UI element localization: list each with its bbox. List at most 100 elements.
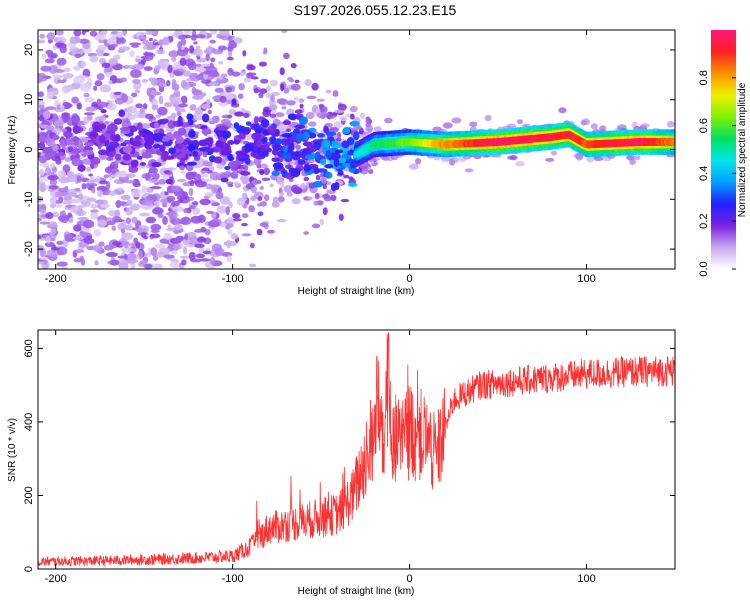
spectrogram-cell (279, 192, 284, 197)
spectrogram-cell (152, 143, 161, 149)
spectrogram-cell (170, 96, 182, 105)
spectrogram-cell (185, 244, 196, 248)
spectrogram-cell (165, 178, 174, 185)
spectrogram-cell (365, 125, 374, 132)
spectrogram-cell (253, 88, 260, 94)
spectrogram-cell (38, 134, 45, 143)
spectrogram-cell (100, 203, 111, 209)
spectrogram-cell (175, 64, 186, 70)
spectrogram-cell (98, 241, 105, 247)
x-tick-label: -100 (222, 573, 244, 585)
spectrogram-cell (64, 157, 72, 162)
spectrogram-cell (69, 198, 82, 204)
snr-y-ticks: 0 200 400 600 (23, 339, 675, 572)
spectrogram-cell (338, 157, 347, 164)
snr-x-label: Height of straight line (km) (298, 586, 415, 597)
spectrogram-cell (90, 210, 99, 220)
spectrogram-cell (300, 182, 306, 190)
spectrogram-cell (97, 219, 107, 228)
spectrogram-cell (157, 106, 168, 116)
spectrogram-cell (227, 35, 236, 43)
spectrogram-cell (304, 154, 316, 160)
spectrogram-cell (368, 160, 374, 165)
spectrogram-cell (183, 207, 189, 214)
spectrogram-cell (267, 229, 276, 234)
spectrogram-cell (97, 189, 103, 198)
spectrogram-cell (343, 174, 350, 179)
spectrogram-cell (333, 121, 342, 129)
spectrogram-cell (633, 155, 641, 161)
spectrogram-cell (138, 225, 146, 229)
spectrogram-cell (206, 98, 211, 105)
spectrogram-cell (239, 71, 247, 76)
spectrogram-cell (44, 58, 55, 64)
y-tick-label: 10 (23, 94, 35, 106)
spectrogram-cell (106, 217, 113, 221)
spectrogram-cell (93, 229, 101, 237)
spectrogram-cell (271, 170, 280, 177)
spectrogram-x-label: Height of straight line (km) (298, 286, 415, 297)
spectrogram-cell (55, 42, 63, 48)
spectrogram-cell (136, 35, 148, 40)
spectrogram-cell (234, 111, 244, 117)
spectrogram-cell (61, 85, 71, 94)
spectrogram-cell (257, 211, 264, 217)
spectrogram-cell (88, 173, 93, 177)
spectrogram-cell (110, 43, 118, 48)
spectrogram-cell (195, 207, 201, 215)
spectrogram-y-ticks: -20 -10 0 10 20 (23, 44, 675, 257)
spectrogram-cell (186, 113, 194, 121)
spectrogram-cell (408, 163, 419, 170)
spectrogram-cell (57, 187, 69, 193)
spectrogram-cell (207, 82, 219, 86)
colorbar-bar (711, 30, 736, 269)
spectrogram-cell (334, 109, 345, 114)
spectrogram-cell (140, 123, 150, 130)
spectrogram-cell (287, 76, 293, 81)
spectrogram-cell (116, 187, 124, 191)
spectrogram-cell (77, 193, 84, 201)
spectrogram-cell (219, 95, 227, 103)
spectrogram-cell (233, 122, 240, 129)
spectrogram-cell (120, 194, 131, 201)
spectrogram-cell (125, 217, 132, 224)
spectrogram-cell (290, 83, 301, 91)
spectrogram-cell (170, 200, 180, 207)
spectrogram-cell (181, 259, 187, 266)
spectrogram-cell (239, 174, 250, 183)
spectrogram-cell (384, 117, 393, 124)
spectrogram-cell (201, 178, 212, 182)
colorbar-label: Normalized spectral amplitude (737, 82, 748, 217)
spectrogram-cell (165, 167, 177, 171)
spectrogram-cell (118, 109, 126, 117)
spectrogram-cell (59, 105, 65, 109)
spectrogram-cell (216, 130, 223, 137)
spectrogram-cell (170, 217, 182, 226)
spectrogram-cell (599, 125, 607, 132)
spectrogram-cell (263, 47, 268, 54)
spectrogram-cell (283, 185, 293, 193)
spectrogram-cell (449, 157, 460, 163)
spectrogram-cell (77, 177, 82, 183)
spectrogram-cell (143, 134, 155, 143)
spectrogram-cell (98, 149, 108, 156)
spectrogram-cell (228, 201, 233, 209)
spectrogram-cell (211, 243, 223, 252)
spectrogram-cell (251, 132, 261, 140)
spectrogram-cell (64, 234, 73, 242)
spectrogram-cell (224, 165, 231, 171)
spectrogram-cell (130, 69, 142, 78)
snr-y-label: SNR (10 * v/v) (7, 418, 18, 482)
spectrogram-cell (83, 116, 89, 125)
spectrogram-cell (283, 145, 289, 153)
spectrogram-cell (337, 131, 342, 139)
colorbar-tick-label: 0.6 (698, 118, 710, 133)
spectrogram-cell (190, 215, 202, 224)
spectrogram-cell (39, 248, 46, 257)
spectrogram-cell (138, 212, 151, 217)
spectrogram-cell (180, 95, 188, 104)
spectrogram-cell (303, 164, 312, 172)
spectrogram-cell (86, 197, 97, 202)
spectrogram-cell (126, 258, 138, 264)
spectrogram-cell (46, 91, 55, 100)
